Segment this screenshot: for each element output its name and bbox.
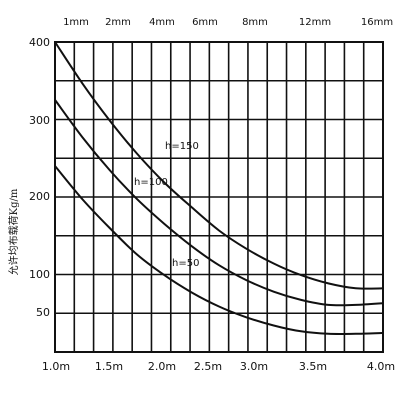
y-tick-100: 100 [29, 268, 50, 281]
x-bottom-tick-4: 2.5m [194, 360, 222, 373]
y-tick-300: 300 [29, 114, 50, 127]
series-curves [54, 41, 384, 336]
x-bottom-tick-2: 1.5m [95, 360, 123, 373]
grid-lines [55, 42, 383, 352]
x-top-tick-5: 8mm [242, 17, 268, 28]
series-line-h150 [54, 41, 384, 290]
series-label-h100: h=100 [134, 177, 168, 188]
y-tick-50: 50 [36, 306, 50, 319]
x-top-tick-1: 1mm [63, 17, 89, 28]
y-axis-label: 允许均布载荷Kg/m [7, 188, 20, 275]
series-label-h50: h=50 [172, 258, 199, 269]
series-label-h150: h=150 [165, 141, 199, 152]
x-bottom-tick-1: 1.0m [42, 360, 70, 373]
x-top-tick-2: 2mm [105, 17, 131, 28]
plot-frame [54, 41, 384, 353]
series-line-h50 [54, 165, 384, 336]
y-tick-400: 400 [29, 36, 50, 49]
x-top-tick-7: 16mm [361, 17, 393, 28]
x-bottom-tick-5: 3.0m [240, 360, 268, 373]
x-top-tick-3: 4mm [149, 17, 175, 28]
y-tick-200: 200 [29, 190, 50, 203]
x-bottom-tick-3: 2.0m [148, 360, 176, 373]
series-line-h100 [54, 99, 384, 307]
x-top-tick-4: 6mm [192, 17, 218, 28]
x-top-tick-6: 12mm [299, 17, 331, 28]
x-bottom-tick-7: 4.0m [367, 360, 395, 373]
x-bottom-tick-6: 3.5m [299, 360, 327, 373]
